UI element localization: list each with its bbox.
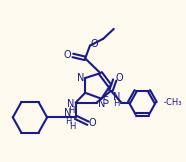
Text: -CH₃: -CH₃ bbox=[163, 98, 182, 107]
Text: N: N bbox=[67, 99, 75, 109]
Text: H: H bbox=[65, 117, 71, 126]
Text: N: N bbox=[64, 108, 72, 118]
Text: O: O bbox=[63, 50, 71, 60]
Text: H: H bbox=[113, 99, 120, 108]
Text: O: O bbox=[116, 73, 123, 83]
Text: N: N bbox=[98, 99, 105, 109]
Text: O: O bbox=[91, 39, 99, 49]
Text: O: O bbox=[89, 118, 97, 128]
Text: S: S bbox=[102, 96, 108, 106]
Text: H: H bbox=[68, 106, 74, 115]
Text: N: N bbox=[77, 73, 84, 83]
Text: N: N bbox=[113, 92, 120, 102]
Text: H: H bbox=[70, 122, 76, 131]
